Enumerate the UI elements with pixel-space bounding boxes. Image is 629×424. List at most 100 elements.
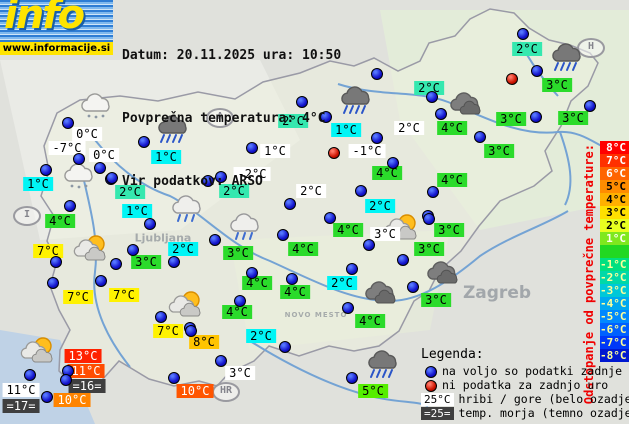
station-dot-recent	[397, 254, 409, 266]
scale-row: 4°C	[600, 193, 629, 206]
station-dot-recent	[202, 175, 214, 187]
road-sign-i: I	[13, 206, 41, 226]
scale-row: 5°C	[600, 180, 629, 193]
scale-row: -8°C	[600, 349, 629, 362]
site-logo[interactable]: info www.informacije.si	[0, 0, 113, 55]
logo-text: info	[4, 0, 85, 38]
station-dot-recent	[407, 281, 419, 293]
station-dot-recent	[24, 369, 36, 381]
station-temp-label: 13°C	[64, 349, 102, 363]
station-dot-recent	[530, 111, 542, 123]
station-dot-recent	[215, 355, 227, 367]
station-temp-label: 1°C	[151, 150, 181, 164]
scale-row: 6°C	[600, 167, 629, 180]
station-temp-label: 1°C	[122, 204, 152, 218]
sun-cloud-icon	[71, 233, 111, 265]
scale-row: -4°C	[600, 297, 629, 310]
station-dot-recent	[215, 171, 227, 183]
station-temp-label: 2°C	[512, 42, 542, 56]
station-temp-label: 10°C	[53, 393, 91, 407]
header-source: Vir podatkov: ARSO	[122, 174, 263, 189]
station-dot-recent	[41, 391, 53, 403]
station-temp-label: 2°C	[168, 242, 198, 256]
station-dot-recent	[144, 218, 156, 230]
station-temp-label: 8°C	[189, 335, 219, 349]
station-dot-recent	[73, 153, 85, 165]
station-temp-label: 3°C	[223, 246, 253, 260]
station-dot-recent	[50, 256, 62, 268]
station-temp-label: 1°C	[331, 123, 361, 137]
station-dot-recent	[387, 157, 399, 169]
legend-item: ni podatka za zadnjo uro	[421, 379, 629, 392]
station-temp-label: 4°C	[280, 285, 310, 299]
station-temp-label: 4°C	[372, 166, 402, 180]
station-dot-recent	[517, 28, 529, 40]
scale-row	[600, 245, 629, 258]
station-dot-recent	[155, 311, 167, 323]
station-temp-label: 7°C	[33, 244, 63, 258]
station-temp-label: 4°C	[333, 223, 363, 237]
station-temp-label: =17=	[2, 399, 40, 413]
station-dot-recent	[371, 68, 383, 80]
station-dot-recent	[474, 131, 486, 143]
station-dot-recent	[168, 256, 180, 268]
station-temp-label: 3°C	[421, 293, 451, 307]
station-dot-recent	[246, 142, 258, 154]
station-dot-recent	[346, 263, 358, 275]
legend-item-text: hribi / gore (belo ozadje)	[458, 392, 629, 406]
drizzle-icon	[77, 90, 117, 122]
station-temp-label: 3°C	[131, 255, 161, 269]
legend-title: Legenda:	[421, 347, 484, 362]
scale-row: 3°C	[600, 206, 629, 219]
station-dot-recent	[286, 273, 298, 285]
cloud-dark-icon	[424, 258, 464, 290]
station-temp-label: 11°C	[2, 383, 40, 397]
station-temp-label: =16=	[68, 379, 106, 393]
station-temp-label: 10°C	[176, 384, 214, 398]
legend-item-text: ni podatka za zadnjo uro	[442, 378, 609, 392]
station-temp-label: 2°C	[246, 329, 276, 343]
legend-white-box-sample: 25°C	[421, 393, 454, 406]
station-dot-recent	[363, 239, 375, 251]
scale-row: 1°C	[600, 232, 629, 245]
station-temp-label: 2°C	[365, 199, 395, 213]
scale-row: -3°C	[600, 284, 629, 297]
scale-row: -2°C	[600, 271, 629, 284]
station-dot-recent	[110, 258, 122, 270]
station-dot-recent	[320, 111, 332, 123]
road-sign-h: H	[577, 38, 605, 58]
station-dot-recent	[279, 341, 291, 353]
station-temp-label: 0°C	[72, 127, 102, 141]
station-temp-label: 2°C	[115, 185, 145, 199]
station-dot-recent	[94, 162, 106, 174]
station-temp-label: 3°C	[496, 112, 526, 126]
temp-scale: 8°C 7°C 6°C 5°C 4°C 3°C 2°C 1°C -1°C -2°C -3°C -4°C…	[600, 141, 629, 362]
station-dot-recent	[95, 275, 107, 287]
legend-item-text: temp. morja (temno ozadje)	[458, 406, 629, 420]
logo-url-link[interactable]: www.informacije.si	[0, 42, 113, 55]
cloud-dark-icon	[447, 89, 487, 121]
station-dot-recent	[185, 325, 197, 337]
scale-row: -1°C	[600, 258, 629, 271]
city-label: Ljubljana	[134, 231, 192, 245]
station-temp-label: 3°C	[370, 227, 400, 241]
station-temp-label: 5°C	[358, 384, 388, 398]
station-dot-recent	[371, 132, 383, 144]
station-temp-label: 3°C	[558, 111, 588, 125]
header-info: Datum: 20.11.2025 ura: 10:50 Povprečna t…	[122, 3, 341, 234]
station-temp-label: 4°C	[437, 173, 467, 187]
station-temp-label: 1°C	[260, 144, 290, 158]
scale-row: -7°C	[600, 336, 629, 349]
station-temp-label: 7°C	[109, 288, 139, 302]
station-temp-label: 4°C	[45, 214, 75, 228]
city-label: NOVO MESTO	[284, 311, 348, 319]
cloud-dark-icon	[362, 278, 402, 310]
station-temp-label: 7°C	[153, 324, 183, 338]
station-dot-recent	[47, 277, 59, 289]
legend: Legenda: na voljo so podatki zadnje ure n…	[421, 348, 629, 420]
station-temp-label: 0°C	[89, 148, 119, 162]
scale-row: -6°C	[600, 323, 629, 336]
station-dot-recent	[296, 96, 308, 108]
station-dot-recent	[427, 186, 439, 198]
station-dot-recent	[531, 65, 543, 77]
